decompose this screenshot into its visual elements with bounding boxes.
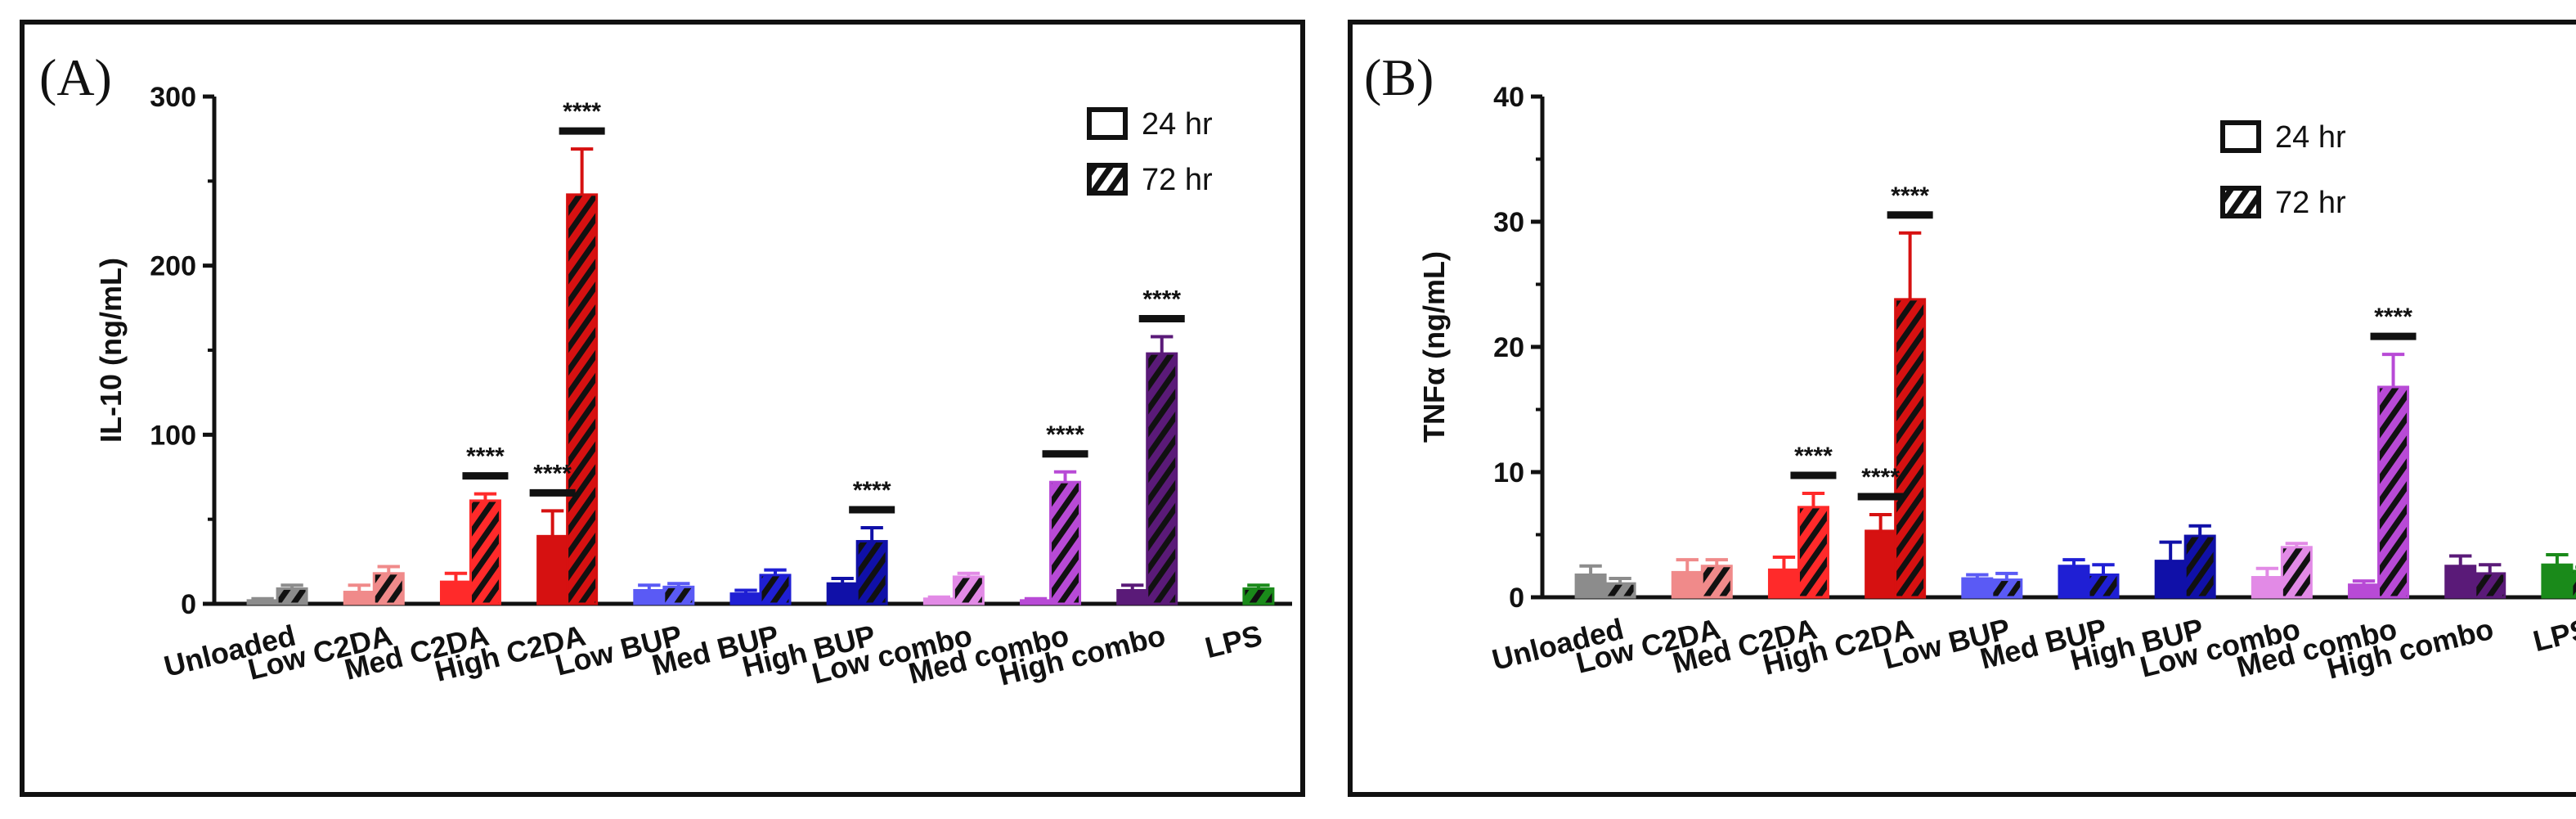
bar-med-bup-72-hr — [759, 574, 792, 605]
bar-low-c2da-72-hr — [1700, 565, 1733, 599]
bar-unloaded-72-hr — [1604, 582, 1636, 599]
bar-med-bup-72-hr — [2087, 573, 2120, 599]
y-tick-label: 100 — [150, 420, 196, 451]
bar-high-combo-24-hr — [1116, 588, 1149, 605]
bar-low-bup-24-hr — [1961, 577, 1994, 599]
significance-label: **** — [1891, 182, 1929, 209]
legend-swatch-72-hr — [1087, 163, 1128, 196]
chart-panel-a: (A) 0 100 200 300 IL-10 (ng/mL) Unloaded Low C2… — [20, 20, 1305, 797]
bar-high-bup-24-hr — [826, 582, 859, 605]
panel-label: (B) — [1364, 48, 1434, 106]
y-tick-label: 30 — [1493, 207, 1524, 238]
legend-swatch-24-hr — [2220, 120, 2261, 153]
bar-low-bup-24-hr — [633, 588, 666, 605]
legend-label-72-hr: 72 hr — [1142, 163, 1213, 197]
significance-label: **** — [1794, 443, 1833, 470]
bar-unloaded-24-hr — [1574, 573, 1607, 599]
bar-med-c2da-24-hr — [439, 580, 472, 605]
bar-high-c2da-24-hr — [536, 534, 569, 605]
bar-lps-72-hr — [1242, 587, 1275, 605]
y-tick-label: 0 — [181, 589, 196, 620]
significance-label: **** — [1142, 286, 1181, 313]
bar-med-c2da-24-hr — [1767, 568, 1800, 599]
y-tick-label: 200 — [150, 251, 196, 282]
significance-label: **** — [533, 460, 572, 487]
significance-label: **** — [466, 443, 505, 470]
category-label-lps: LPS — [1201, 619, 1265, 665]
significance-label: **** — [563, 98, 601, 125]
significance-label: **** — [1046, 421, 1084, 448]
legend-label-24-hr: 24 hr — [2275, 120, 2346, 155]
chart-legend: 24 hr 72 hr — [2220, 120, 2346, 220]
bar-low-c2da-72-hr — [372, 572, 405, 605]
significance-label: **** — [2374, 304, 2412, 331]
bar-low-bup-72-hr — [1990, 578, 2023, 599]
bar-low-combo-24-hr — [922, 597, 955, 605]
legend-label-24-hr: 24 hr — [1142, 107, 1213, 142]
bar-low-c2da-24-hr — [1671, 570, 1703, 599]
bar-low-combo-72-hr — [2280, 546, 2313, 599]
bar-high-combo-72-hr — [2474, 572, 2506, 599]
bar-low-combo-24-hr — [2251, 576, 2283, 599]
bar-high-bup-72-hr — [2183, 534, 2216, 599]
bar-high-combo-24-hr — [2444, 565, 2477, 599]
chart-legend: 24 hr 72 hr — [1087, 107, 1213, 197]
bar-med-combo-72-hr — [1049, 480, 1082, 605]
y-tick-label: 300 — [150, 82, 196, 113]
bar-med-bup-24-hr — [729, 592, 762, 605]
legend-swatch-72-hr — [2220, 186, 2261, 218]
bar-unloaded-24-hr — [246, 599, 279, 605]
significance-label: **** — [853, 477, 891, 504]
y-tick-label: 0 — [1509, 583, 1524, 614]
bar-high-bup-72-hr — [855, 540, 888, 605]
legend-swatch-24-hr — [1087, 107, 1128, 140]
panel-label: (A) — [39, 48, 112, 106]
bar-high-c2da-72-hr — [566, 193, 599, 605]
bar-med-bup-24-hr — [2058, 565, 2090, 599]
bar-med-combo-72-hr — [2377, 385, 2410, 599]
chart-panel-b: (B) 0 10 20 30 40 TNFα (ng/mL) Unloaded Low C2DA… — [1348, 20, 2576, 797]
bar-low-combo-72-hr — [952, 575, 985, 605]
bar-high-c2da-72-hr — [1894, 298, 1927, 599]
bar-high-c2da-24-hr — [1865, 529, 1897, 599]
y-tick-label: 20 — [1493, 332, 1524, 363]
y-tick-label: 10 — [1493, 457, 1524, 488]
significance-label: **** — [1861, 464, 1900, 491]
bar-med-c2da-72-hr — [1797, 506, 1829, 599]
y-axis-label: TNFα (ng/mL) — [1417, 251, 1451, 443]
category-label-lps: LPS — [2529, 612, 2576, 659]
bar-lps-24-hr — [2541, 563, 2574, 599]
bar-med-c2da-72-hr — [469, 499, 501, 605]
bar-med-combo-24-hr — [2348, 583, 2381, 599]
y-axis-label: IL-10 (ng/mL) — [94, 258, 128, 443]
bar-high-bup-24-hr — [2154, 560, 2187, 599]
bar-high-combo-72-hr — [1146, 352, 1178, 605]
bar-med-combo-24-hr — [1020, 599, 1052, 605]
bar-low-bup-72-hr — [662, 585, 695, 605]
bar-low-c2da-24-hr — [343, 591, 375, 605]
legend-label-72-hr: 72 hr — [2275, 186, 2346, 220]
bar-lps-72-hr — [2570, 569, 2576, 599]
bar-unloaded-72-hr — [276, 587, 308, 605]
y-tick-label: 40 — [1493, 82, 1524, 113]
